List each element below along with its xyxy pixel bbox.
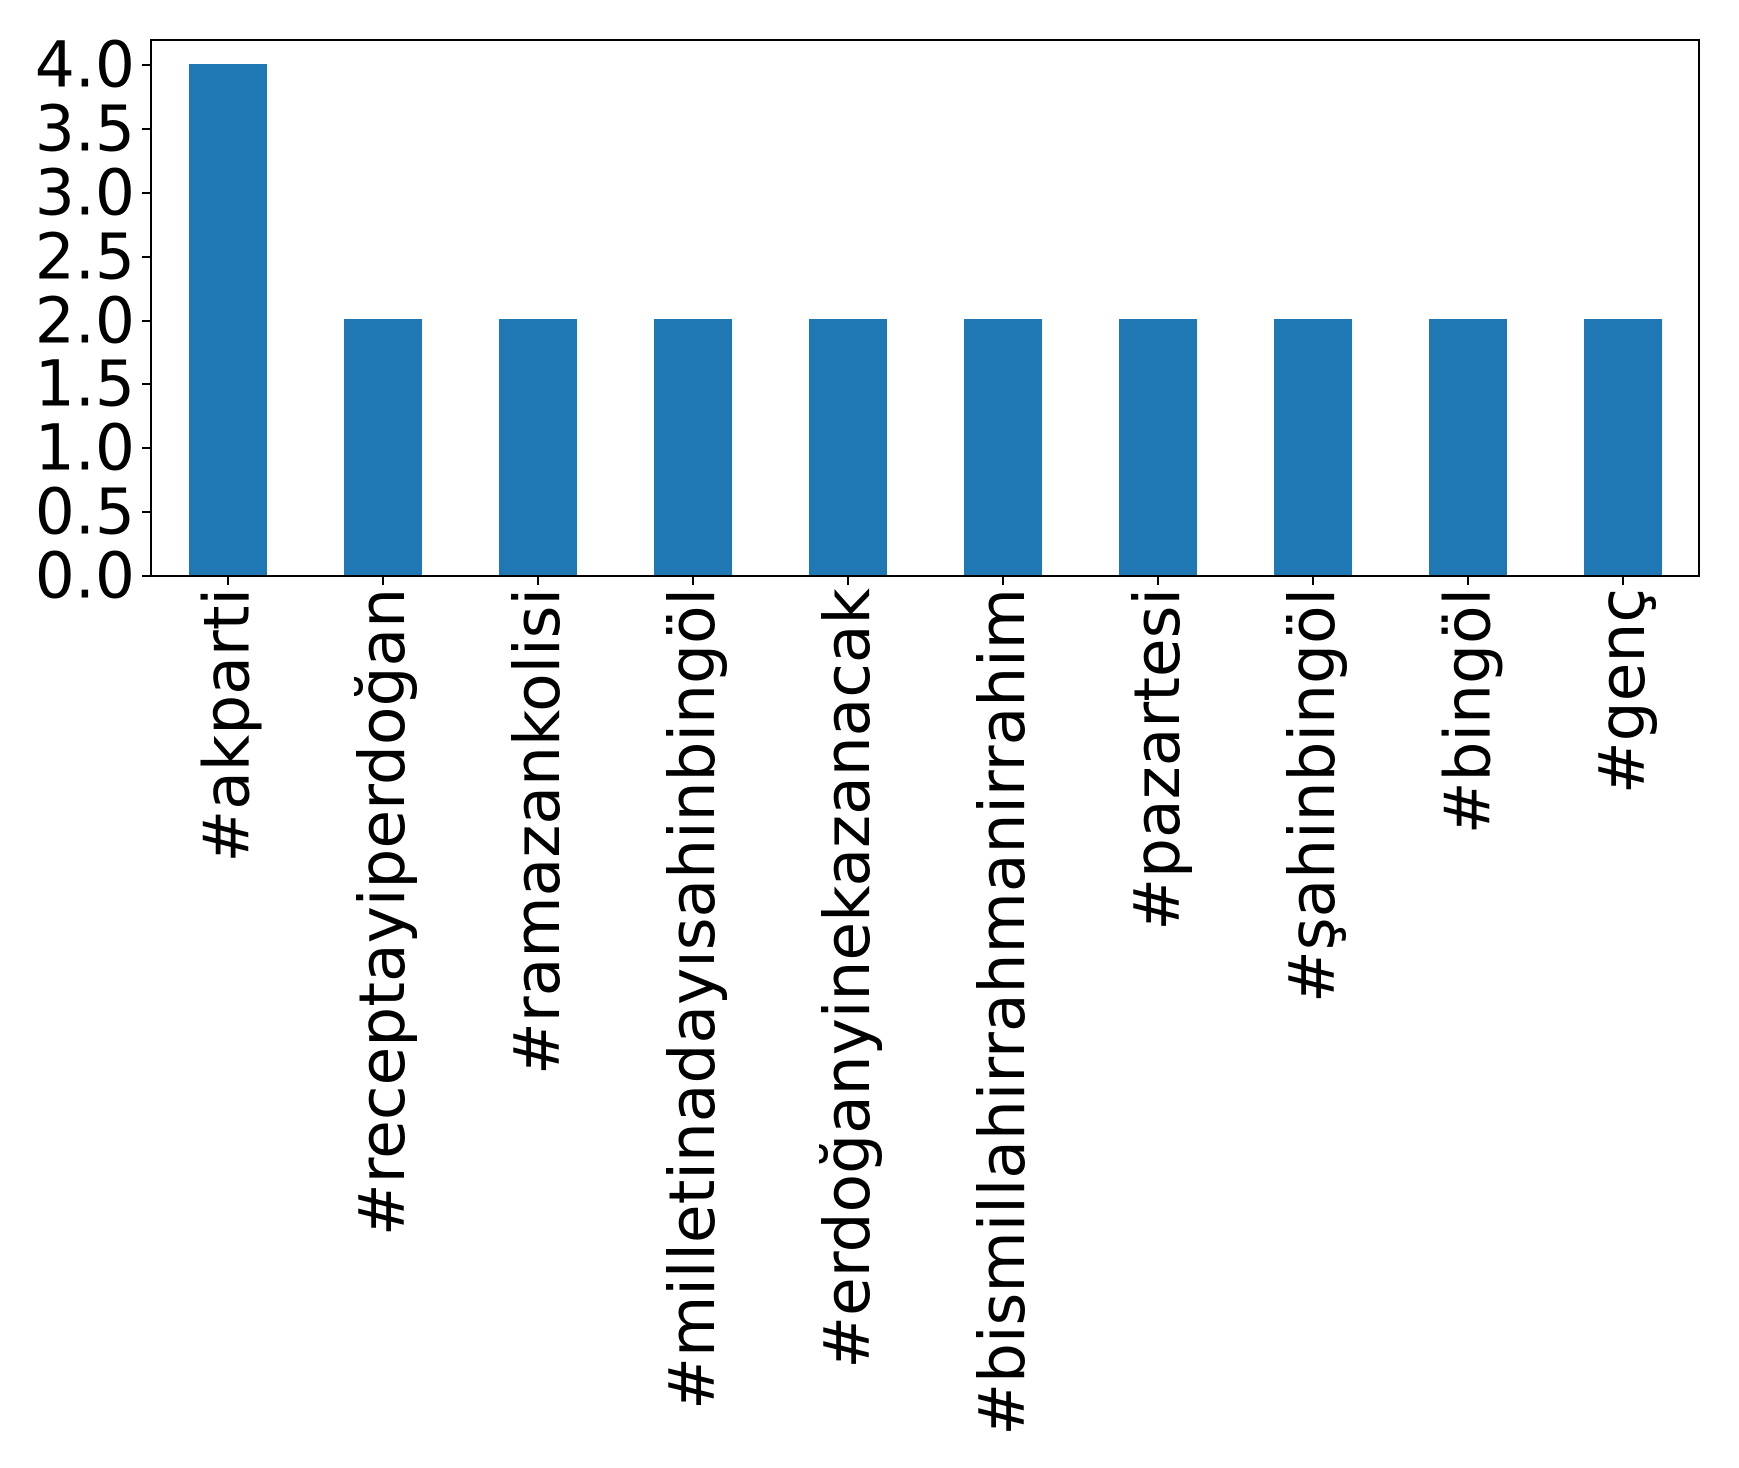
y-tick-mark	[142, 511, 150, 514]
y-tick-label: 0.5	[34, 475, 135, 549]
y-tick-mark	[142, 447, 150, 450]
x-tick-mark	[1466, 577, 1469, 585]
y-tick-label: 2.0	[34, 284, 135, 357]
x-tick-label-akparti: #akparti	[191, 588, 264, 863]
y-tick-label: 3.0	[34, 156, 135, 230]
x-tick-mark	[381, 577, 384, 585]
bar-pazartesi	[1118, 319, 1197, 575]
bar-akparti	[188, 64, 267, 575]
x-tick-mark	[846, 577, 849, 585]
x-tick-label-milletinadayısahinbingöl: #milletinadayısahinbingöl	[656, 588, 729, 1410]
x-tick-label-receptayiperdoğan: #receptayiperdoğan	[346, 588, 419, 1237]
y-tick-label: 4.0	[34, 28, 135, 102]
x-tick-mark	[1001, 577, 1004, 585]
bar-receptayiperdoğan	[343, 319, 422, 575]
y-tick-mark	[142, 191, 150, 194]
bar-bingöl	[1428, 319, 1507, 575]
x-tick-mark	[691, 577, 694, 585]
x-tick-label-bingöl: #bingöl	[1431, 588, 1504, 835]
y-tick-mark	[142, 575, 150, 577]
y-tick-label: 1.5	[34, 347, 135, 421]
x-tick-label-ramazankolisi: #ramazankolisi	[501, 588, 574, 1075]
x-tick-mark	[536, 577, 539, 585]
bar-genç	[1583, 319, 1662, 575]
y-tick-mark	[142, 383, 150, 386]
y-tick-mark	[142, 127, 150, 130]
x-tick-mark	[1311, 577, 1314, 585]
x-tick-mark	[1621, 577, 1624, 585]
y-tick-label: 2.5	[34, 220, 135, 294]
bar-şahinbingöl	[1273, 319, 1352, 575]
y-tick-label: 1.0	[34, 411, 135, 485]
x-tick-mark	[226, 577, 229, 585]
bar-erdoğanyinekazanacak	[808, 319, 887, 575]
y-tick-label: 3.5	[34, 92, 135, 166]
x-tick-mark	[1156, 577, 1159, 585]
y-tick-label: 0.0	[34, 539, 135, 613]
x-tick-label-erdoğanyinekazanacak: #erdoğanyinekazanacak	[811, 588, 884, 1369]
x-tick-label-genç: #genç	[1586, 588, 1659, 795]
bar-ramazankolisi	[498, 319, 577, 575]
plot-area	[150, 39, 1700, 577]
y-tick-mark	[142, 64, 150, 66]
y-tick-mark	[142, 319, 150, 322]
x-tick-label-bismillahirrahmanirrahim: #bismillahirrahmanirrahim	[966, 588, 1039, 1436]
bar-milletinadayısahinbingöl	[653, 319, 732, 575]
x-tick-label-pazartesi: #pazartesi	[1121, 588, 1194, 931]
y-tick-mark	[142, 255, 150, 258]
x-tick-label-şahinbingöl: #şahinbingöl	[1276, 588, 1349, 1004]
bar-bismillahirrahmanirrahim	[963, 319, 1042, 575]
